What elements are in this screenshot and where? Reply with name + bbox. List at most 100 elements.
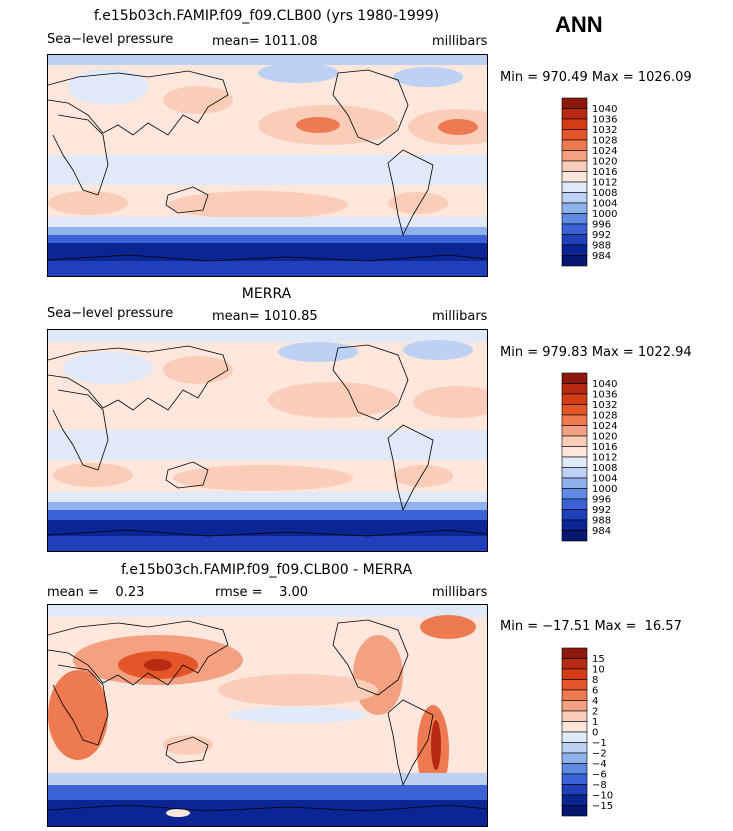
coast-north-america: [332, 344, 409, 421]
panel-1-variable-label: Sea−level pressure: [47, 32, 174, 47]
colorbar-tick-label: 1028: [592, 136, 617, 147]
colorbar-swatch: [561, 129, 588, 141]
colorbar-tick-label: 1020: [592, 432, 617, 443]
colorbar-tick-label: 1020: [592, 157, 617, 168]
colorbar-tick-label: 1012: [592, 453, 617, 464]
colorbar-swatch: [561, 414, 588, 426]
colorbar-swatch: [561, 160, 588, 172]
coast-eurasia: [48, 70, 229, 136]
colorbar-swatch: [561, 255, 588, 267]
colorbar-tick-label: 1012: [592, 178, 617, 189]
colorbar-swatch: [561, 213, 588, 225]
southern-band-1: [48, 492, 487, 502]
colorbar-swatch: [561, 689, 588, 701]
colorbar-swatch: [561, 192, 588, 204]
colorbar-swatch: [561, 710, 588, 722]
antarctic-band: [48, 261, 487, 276]
colorbar-swatch: [561, 404, 588, 416]
colorbar-swatch: [561, 108, 588, 120]
antarctic-positive: [166, 809, 190, 817]
panel-1-units-label: millibars: [432, 34, 488, 49]
coast-antarctica: [48, 529, 487, 537]
colorbar-tick-label: 1024: [592, 421, 617, 432]
panel-3-rmse-label: rmse = 3.00: [215, 585, 309, 600]
arctic-band: [48, 55, 487, 65]
colorbar-tick-label: 4: [592, 696, 598, 707]
colorbar-tick-label: 992: [592, 230, 611, 241]
antarctic-band: [48, 536, 487, 551]
colorbar-tick-label: 1024: [592, 146, 617, 157]
colorbar-tick-label: −10: [592, 791, 613, 802]
southern-band-2: [48, 785, 487, 800]
aleutian-low: [258, 63, 338, 83]
colorbar-swatch: [561, 721, 588, 733]
north-pacific-high-core: [296, 117, 340, 133]
colorbar-tick-label: 1040: [592, 104, 617, 115]
low-pressure-region: [63, 352, 153, 384]
coast-antarctica: [48, 254, 487, 262]
coast-eurasia: [48, 620, 229, 686]
north-america-anomaly: [353, 635, 403, 715]
colorbar-swatch: [561, 519, 588, 531]
panel-1-map: [47, 54, 488, 277]
colorbar-tick-label: 1000: [592, 484, 617, 495]
coast-australia: [165, 186, 209, 214]
colorbar-swatch: [561, 700, 588, 712]
colorbar-tick-label: −4: [592, 759, 607, 770]
coast-north-america: [332, 619, 409, 696]
arctic-band: [48, 605, 487, 617]
panel-2-title: MERRA: [241, 286, 292, 302]
colorbar-swatch: [561, 425, 588, 437]
colorbar-tick-label: 6: [592, 686, 598, 697]
colorbar-tick-label: 988: [592, 516, 611, 527]
coastlines: [48, 619, 487, 812]
colorbar-swatch: [561, 150, 588, 162]
colorbar-swatch: [561, 181, 588, 193]
colorbar-swatch: [561, 456, 588, 468]
colorbar-tick-label: 984: [592, 526, 611, 537]
colorbar-swatch: [561, 383, 588, 395]
colorbar-tick-label: 988: [592, 241, 611, 252]
panel-2-colorbar: 1040 1036 1032 1028 1024 1020 1016 1012 1008 1004…: [561, 372, 632, 548]
north-pacific-high: [268, 382, 398, 418]
equatorial-trough: [48, 155, 487, 185]
colorbar-swatch: [561, 435, 588, 447]
southern-band-1: [48, 217, 487, 227]
icelandic-low: [403, 340, 473, 360]
siberian-high: [163, 356, 233, 384]
colorbar-swatch: [561, 234, 588, 246]
coast-africa: [52, 389, 109, 471]
coast-eurasia: [48, 345, 229, 411]
panel-2-mean-label: mean= 1010.85: [212, 309, 318, 324]
colorbar-swatch: [561, 530, 588, 542]
southern-band-4: [48, 243, 487, 261]
colorbar-tick-label: 8: [592, 675, 598, 686]
colorbar-tick-label: 1036: [592, 115, 617, 126]
south-pacific-high: [173, 465, 353, 491]
antarctic-band: [48, 800, 487, 826]
colorbar-tick-label: 15: [592, 654, 605, 665]
colorbar-tick-label: 1004: [592, 474, 617, 485]
southern-band-3: [48, 235, 487, 243]
colorbar-tick-label: −1: [592, 738, 607, 749]
colorbar-swatch: [561, 668, 588, 680]
colorbar-tick-label: 1008: [592, 188, 617, 199]
colorbar-tick-label: −15: [592, 801, 613, 812]
coast-antarctica: [48, 804, 487, 812]
south-indian-high: [48, 191, 128, 215]
panel-1-colorbar: 1040 1036 1032 1028 1024 1020 1016 1012 1008 1004…: [561, 97, 632, 273]
panel-3-minmax: Min = −17.51 Max = 16.57: [500, 619, 682, 634]
colorbar-swatch: [561, 498, 588, 510]
southern-band-4: [48, 520, 487, 536]
colorbar-tick-label: −6: [592, 770, 607, 781]
africa-anomaly: [48, 670, 108, 760]
coast-australia: [165, 461, 209, 489]
colorbar-tick-label: 10: [592, 665, 605, 676]
colorbar-tick-label: 0: [592, 728, 598, 739]
andes-anomaly-core: [431, 720, 441, 770]
panel-2-minmax: Min = 979.83 Max = 1022.94: [500, 345, 692, 360]
panel-3-units-label: millibars: [432, 585, 488, 600]
southern-band-2: [48, 227, 487, 235]
season-label: ANN: [555, 12, 603, 37]
panel-2-map: [47, 329, 488, 552]
